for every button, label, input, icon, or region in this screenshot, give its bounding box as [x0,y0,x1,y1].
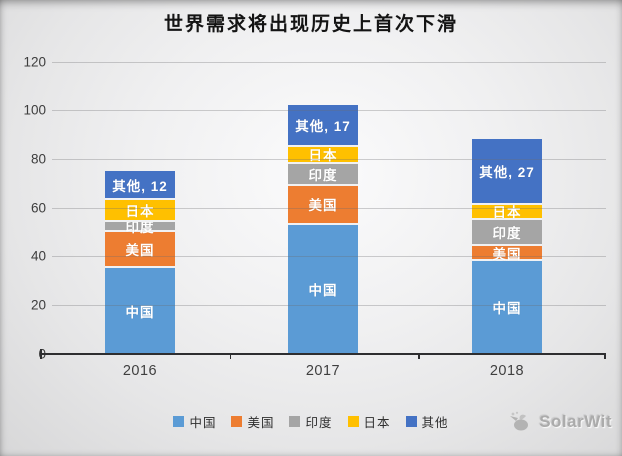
x-axis-label-2016: 2016 [122,362,158,379]
segment-label-others: 其他, 17 [295,118,351,134]
bar-2018-segment-japan: 日本 [472,205,542,220]
bar-2018-segment-others: 其他, 27 [472,139,542,206]
x-axis-label-2018: 2018 [489,362,525,379]
x-axis-tick-0 [40,348,42,359]
gridline-40 [52,256,606,258]
x-axis-tick-2 [418,352,420,359]
x-axis-label-2017: 2017 [305,362,341,379]
legend-item-japan: 日本 [347,412,391,431]
x-axis-tick-1 [229,352,232,359]
bar-2017-segment-japan: 日本 [288,146,358,164]
gridline-60 [52,207,606,209]
y-axis-label-40: 40 [30,248,46,264]
segment-label-japan: 日本 [308,148,338,164]
segment-label-japan: 日本 [125,204,155,220]
legend-swatch-india [289,415,301,427]
bar-2018-segment-china: 中国 [472,261,542,354]
legend-swatch-china [173,415,185,427]
bar-2017-segment-others: 其他, 17 [288,105,358,147]
y-axis-label-20: 20 [30,297,46,313]
x-axis-line [40,352,606,355]
segment-label-others: 其他, 12 [112,178,168,194]
legend-swatch-others [405,415,417,427]
bar-2016-segment-others: 其他, 12 [105,171,175,201]
y-axis-label-80: 80 [30,151,46,167]
bar-2016-segment-usa: 美国 [105,231,175,269]
watermark-text: SolarWit [539,412,612,431]
bar-2016-segment-japan: 日本 [105,200,175,223]
y-axis-label-120: 120 [23,54,46,69]
segment-label-usa: 美国 [308,198,338,214]
gridline-120 [52,61,606,63]
legend-item-india: 印度 [289,412,332,431]
bar-2016-segment-china: 中国 [105,268,175,354]
bar-2017-segment-usa: 美国 [288,185,358,225]
segment-label-others: 其他, 27 [479,165,535,181]
bar-2016-segment-india: 印度 [105,220,175,235]
bar-2018-segment-usa: 美国 [472,246,542,262]
segment-label-usa: 美国 [492,246,522,262]
legend-swatch-japan [347,415,359,427]
y-axis-label-60: 60 [30,200,46,215]
legend-label-others: 其他 [421,415,449,430]
segment-label-china: 中国 [308,283,338,298]
legend-item-china: 中国 [173,412,216,431]
segment-label-usa: 美国 [125,243,155,259]
legend-label-japan: 日本 [363,415,391,430]
bar-2017-segment-china: 中国 [288,224,358,354]
segment-label-china: 中国 [125,304,155,320]
legend-label-china: 中国 [189,415,217,430]
gridline-80 [52,158,606,160]
legend-label-india: 印度 [305,415,333,430]
legend: 中国 美国 印度 日本 其他 [0,411,622,431]
chart-title: 世界需求将出现历史上首次下滑 [163,14,458,35]
watermark: SolarWit [509,411,612,433]
x-axis-tick-3 [604,352,606,359]
gridline-20 [52,304,606,306]
legend-item-others: 其他 [405,412,449,431]
segment-label-china: 中国 [492,301,522,317]
legend-item-usa: 美国 [231,412,274,431]
segment-label-india: 印度 [125,219,155,235]
segment-label-japan: 日本 [492,205,522,221]
legend-swatch-usa [231,415,243,427]
segment-label-india: 印度 [492,226,522,242]
legend-label-usa: 美国 [247,415,275,430]
bar-2017-segment-india: 印度 [288,163,358,186]
segment-label-india: 印度 [308,167,338,183]
bar-2018-segment-india: 印度 [472,219,542,247]
gridline-100 [52,110,606,112]
dove-icon [509,411,535,433]
y-axis-label-100: 100 [23,102,46,118]
